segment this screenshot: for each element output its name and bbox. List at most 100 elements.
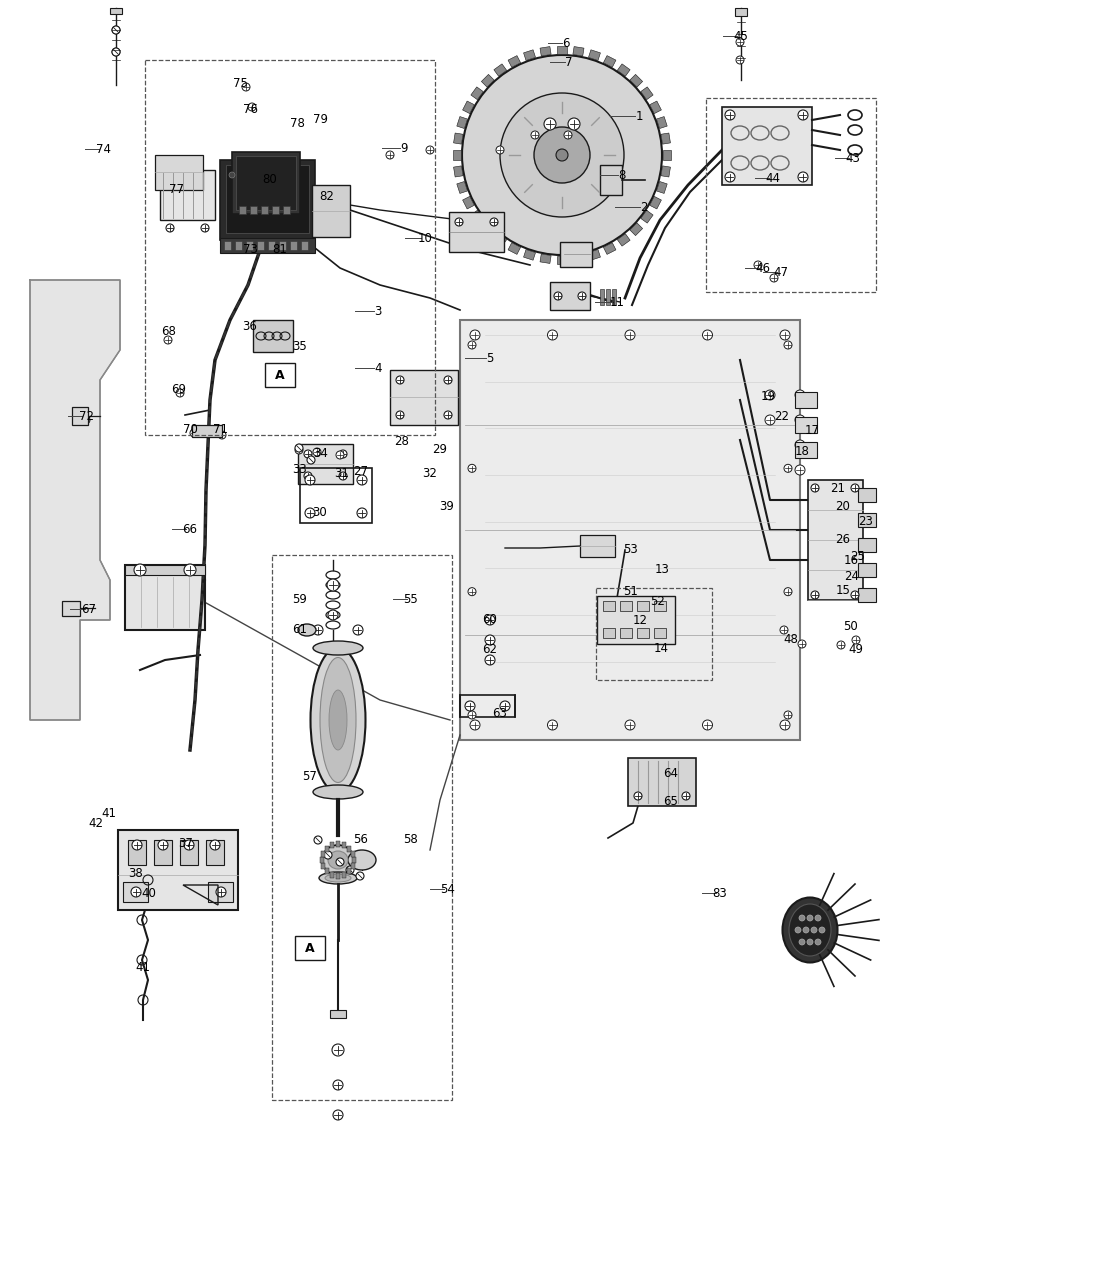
- Text: 71: 71: [213, 422, 227, 435]
- Bar: [206, 840, 224, 865]
- Circle shape: [333, 1110, 343, 1120]
- Bar: [508, 243, 521, 255]
- Text: 55: 55: [404, 593, 418, 605]
- Bar: [460, 695, 515, 717]
- Circle shape: [765, 415, 775, 425]
- Text: 41: 41: [136, 960, 151, 974]
- Text: 58: 58: [404, 832, 418, 846]
- Bar: [125, 564, 205, 630]
- Text: 70: 70: [183, 422, 197, 435]
- Circle shape: [112, 49, 120, 56]
- Circle shape: [820, 927, 825, 933]
- Bar: [494, 234, 506, 246]
- Circle shape: [336, 451, 345, 460]
- Text: 7: 7: [565, 55, 573, 69]
- Text: 19: 19: [760, 389, 776, 402]
- Circle shape: [339, 451, 347, 458]
- Bar: [540, 46, 551, 56]
- Bar: [261, 206, 268, 214]
- Bar: [272, 206, 279, 214]
- Circle shape: [725, 172, 735, 182]
- Bar: [321, 863, 326, 869]
- Circle shape: [386, 151, 394, 159]
- Text: 77: 77: [168, 183, 184, 196]
- Bar: [603, 628, 615, 637]
- Circle shape: [166, 224, 174, 232]
- Circle shape: [795, 465, 805, 475]
- Circle shape: [471, 330, 479, 340]
- Circle shape: [468, 588, 476, 595]
- Bar: [253, 320, 293, 352]
- Bar: [457, 116, 467, 128]
- Bar: [232, 152, 300, 214]
- Circle shape: [531, 131, 539, 140]
- Bar: [558, 256, 568, 264]
- Bar: [352, 858, 356, 863]
- Text: 14: 14: [653, 641, 669, 654]
- Circle shape: [544, 118, 556, 131]
- Bar: [324, 846, 329, 851]
- Text: 45: 45: [734, 29, 748, 42]
- Circle shape: [702, 719, 712, 730]
- Bar: [603, 602, 615, 611]
- Circle shape: [158, 840, 168, 850]
- Text: 65: 65: [663, 795, 678, 808]
- Text: 23: 23: [859, 515, 873, 527]
- Circle shape: [852, 636, 860, 644]
- Bar: [321, 851, 326, 856]
- Circle shape: [547, 719, 558, 730]
- Circle shape: [803, 927, 809, 933]
- Text: 81: 81: [272, 242, 288, 256]
- Bar: [125, 564, 205, 575]
- Bar: [180, 840, 198, 865]
- Bar: [298, 444, 353, 484]
- Bar: [123, 882, 148, 902]
- Polygon shape: [30, 280, 120, 719]
- Bar: [347, 846, 351, 851]
- Bar: [336, 873, 340, 879]
- Bar: [723, 108, 812, 186]
- Bar: [706, 99, 876, 292]
- Bar: [859, 538, 876, 552]
- Circle shape: [736, 56, 744, 64]
- Bar: [265, 364, 295, 387]
- Bar: [72, 407, 88, 425]
- Text: 46: 46: [756, 261, 770, 274]
- Text: 9: 9: [400, 142, 408, 155]
- Bar: [192, 425, 222, 436]
- Circle shape: [784, 465, 792, 472]
- Text: 8: 8: [619, 169, 626, 182]
- Circle shape: [313, 625, 323, 635]
- Bar: [641, 210, 653, 223]
- Circle shape: [815, 940, 821, 945]
- Circle shape: [332, 1044, 345, 1056]
- Circle shape: [780, 626, 788, 634]
- Circle shape: [295, 445, 303, 454]
- Bar: [655, 602, 666, 611]
- Circle shape: [626, 719, 636, 730]
- Circle shape: [811, 484, 820, 492]
- Text: 10: 10: [417, 232, 433, 244]
- Bar: [471, 87, 483, 100]
- Circle shape: [112, 26, 120, 35]
- Text: 53: 53: [623, 543, 639, 556]
- Bar: [795, 417, 817, 433]
- Bar: [128, 840, 146, 865]
- Text: 51: 51: [623, 585, 639, 598]
- Bar: [463, 101, 474, 114]
- Circle shape: [289, 172, 295, 178]
- Circle shape: [578, 292, 586, 300]
- Ellipse shape: [329, 690, 347, 750]
- Bar: [580, 535, 615, 557]
- Text: 66: 66: [183, 522, 197, 535]
- Text: 48: 48: [784, 632, 798, 645]
- Text: 16: 16: [844, 553, 859, 567]
- Ellipse shape: [556, 148, 568, 161]
- Bar: [62, 602, 80, 616]
- Bar: [256, 241, 264, 250]
- Bar: [110, 8, 122, 14]
- Bar: [508, 55, 521, 68]
- Circle shape: [798, 640, 806, 648]
- Circle shape: [471, 719, 479, 730]
- Text: 35: 35: [292, 339, 308, 352]
